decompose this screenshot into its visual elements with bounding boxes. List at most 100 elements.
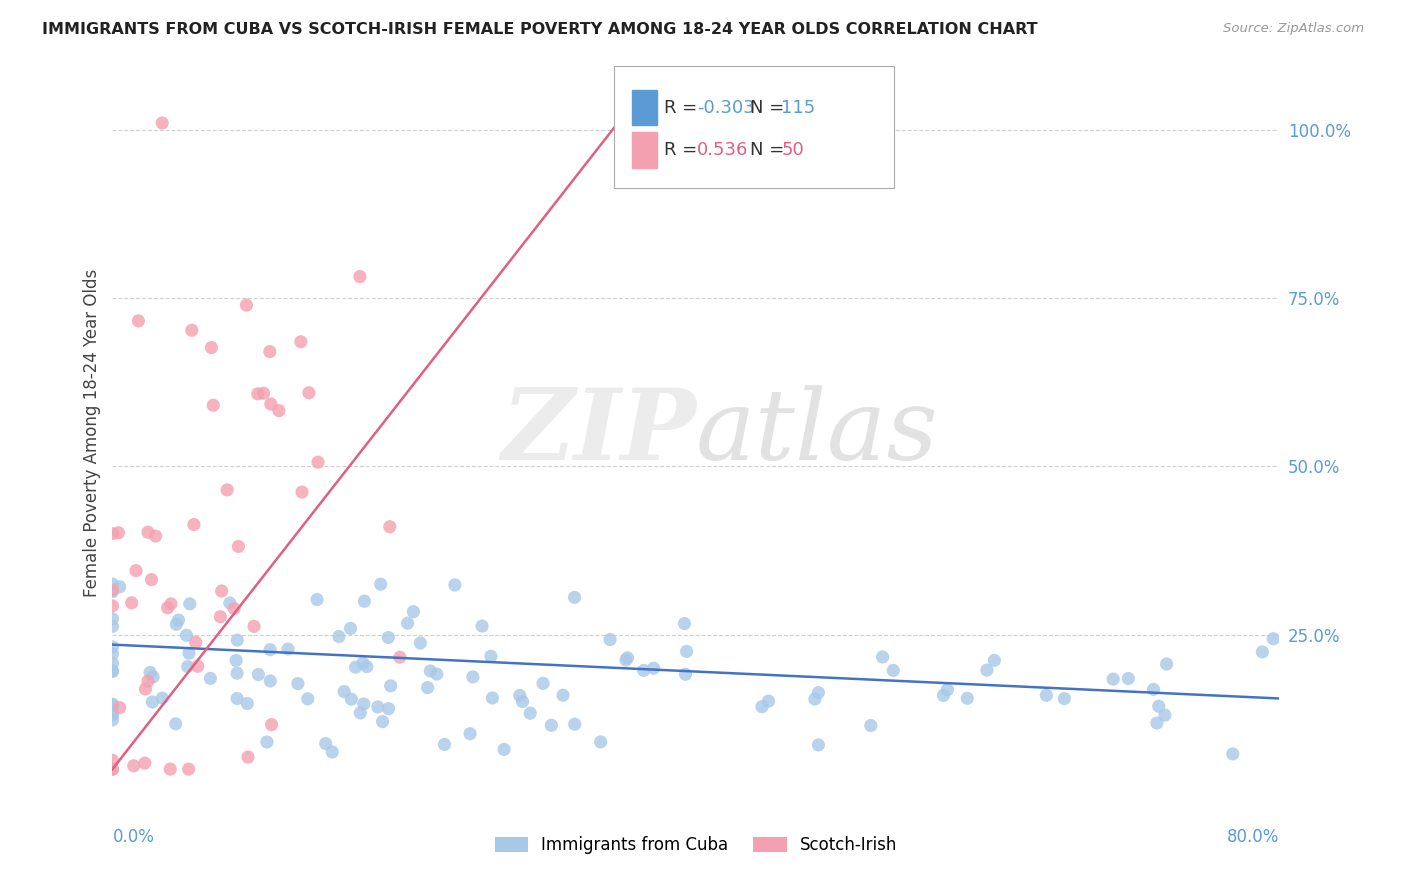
Point xyxy=(141,695,163,709)
Point xyxy=(356,659,378,673)
Point xyxy=(260,397,283,411)
Point xyxy=(218,596,240,610)
Point xyxy=(444,578,467,592)
Point xyxy=(211,584,233,599)
Point xyxy=(599,632,621,647)
Point xyxy=(1053,691,1076,706)
Point xyxy=(291,485,314,500)
Point xyxy=(298,385,321,400)
Point xyxy=(136,525,159,540)
Point xyxy=(956,691,979,706)
Point xyxy=(616,650,638,665)
Point xyxy=(340,692,363,706)
Point xyxy=(101,619,124,633)
Text: atlas: atlas xyxy=(696,385,939,480)
Point xyxy=(633,664,655,678)
Point xyxy=(101,526,124,541)
Point xyxy=(409,636,432,650)
Point xyxy=(141,573,163,587)
Point xyxy=(804,692,827,706)
Point xyxy=(184,635,207,649)
FancyBboxPatch shape xyxy=(631,90,658,126)
Point xyxy=(882,664,904,678)
Text: IMMIGRANTS FROM CUBA VS SCOTCH-IRISH FEMALE POVERTY AMONG 18-24 YEAR OLDS CORREL: IMMIGRANTS FROM CUBA VS SCOTCH-IRISH FEM… xyxy=(42,22,1038,37)
Text: ZIP: ZIP xyxy=(501,384,696,481)
Point xyxy=(247,667,270,681)
Text: 80.0%: 80.0% xyxy=(1227,828,1279,846)
Point xyxy=(267,403,290,417)
Point xyxy=(243,619,266,633)
Point xyxy=(101,640,124,654)
Point xyxy=(136,674,159,689)
Point xyxy=(1118,672,1140,686)
Point xyxy=(101,753,124,767)
Point xyxy=(433,738,456,752)
Point xyxy=(287,676,309,690)
Point xyxy=(150,691,173,706)
Point xyxy=(307,592,329,607)
Point xyxy=(589,735,612,749)
Text: N =: N = xyxy=(749,141,790,159)
Point xyxy=(236,750,259,764)
Point xyxy=(531,676,554,690)
Point xyxy=(260,717,283,731)
Point xyxy=(183,517,205,532)
Point xyxy=(160,597,183,611)
Point xyxy=(134,681,156,696)
Point xyxy=(426,667,449,681)
Point xyxy=(458,727,481,741)
Point xyxy=(145,529,167,543)
Point xyxy=(101,698,124,713)
Point xyxy=(1146,716,1168,731)
Point xyxy=(1222,747,1244,761)
Point xyxy=(259,673,281,688)
Point xyxy=(167,613,190,627)
Point xyxy=(461,670,484,684)
Point xyxy=(370,577,392,591)
Point xyxy=(388,650,411,665)
Point xyxy=(352,656,374,670)
Point xyxy=(101,713,124,727)
Text: 0.536: 0.536 xyxy=(697,141,748,159)
Point xyxy=(159,762,181,776)
Legend: Immigrants from Cuba, Scotch-Irish: Immigrants from Cuba, Scotch-Irish xyxy=(488,830,904,861)
Point xyxy=(101,577,124,591)
Point xyxy=(226,633,249,648)
Text: -0.303: -0.303 xyxy=(697,99,755,117)
Point xyxy=(976,663,998,677)
Point xyxy=(339,622,361,636)
Text: 0.0%: 0.0% xyxy=(112,828,155,846)
Point xyxy=(259,344,281,359)
Point xyxy=(512,694,534,708)
Point xyxy=(139,665,162,680)
Point xyxy=(758,694,780,708)
Point xyxy=(378,520,401,534)
Point xyxy=(551,688,574,702)
Point xyxy=(932,689,955,703)
Text: R =: R = xyxy=(665,141,709,159)
Point xyxy=(353,594,375,608)
Point xyxy=(402,605,425,619)
Point xyxy=(479,649,502,664)
Point xyxy=(643,661,665,675)
FancyBboxPatch shape xyxy=(631,132,658,168)
Point xyxy=(1156,657,1178,671)
Point xyxy=(228,540,250,554)
Point xyxy=(396,616,419,631)
Point xyxy=(200,672,222,686)
Point xyxy=(101,762,124,776)
Point xyxy=(936,682,959,697)
Point xyxy=(519,706,541,721)
Point xyxy=(315,737,337,751)
Point xyxy=(165,617,187,632)
Point xyxy=(377,702,399,716)
Point xyxy=(101,647,124,661)
Point xyxy=(252,386,274,401)
Point xyxy=(333,684,356,698)
Point xyxy=(179,597,201,611)
Point xyxy=(209,609,232,624)
Point xyxy=(150,116,173,130)
Point xyxy=(101,664,124,678)
Point xyxy=(872,650,894,665)
Y-axis label: Female Poverty Among 18-24 Year Olds: Female Poverty Among 18-24 Year Olds xyxy=(83,268,101,597)
